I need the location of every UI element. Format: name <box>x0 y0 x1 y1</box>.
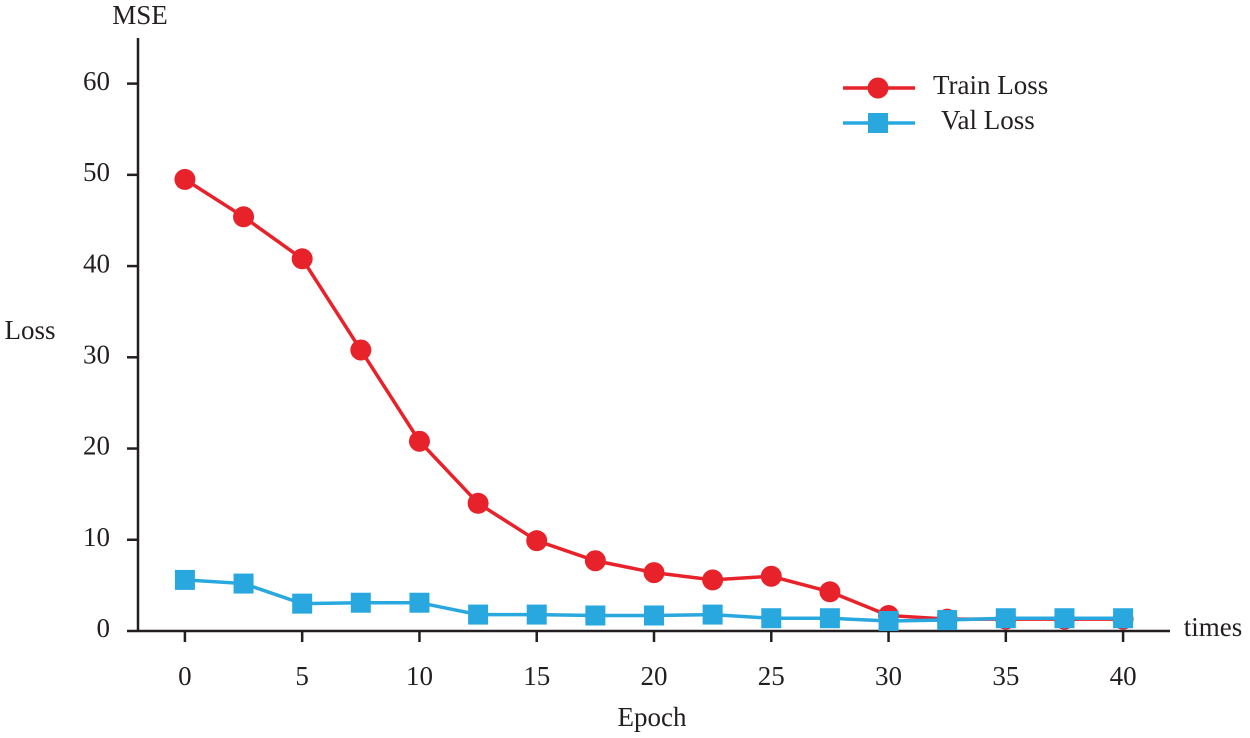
data-point <box>350 592 371 613</box>
data-point <box>584 550 606 572</box>
data-point <box>468 604 489 625</box>
x-tick-label: 5 <box>295 661 309 691</box>
x-tick-label: 20 <box>641 661 668 691</box>
y-tick-label: 20 <box>83 431 110 461</box>
data-point <box>1113 608 1134 629</box>
data-point <box>819 608 840 629</box>
data-point <box>526 604 547 625</box>
data-point <box>878 610 899 631</box>
x-tick-label: 15 <box>523 661 550 691</box>
data-point <box>702 604 723 625</box>
data-point <box>995 608 1016 629</box>
x-tick-label: 25 <box>758 661 785 691</box>
data-point <box>292 593 313 614</box>
data-point <box>526 530 548 552</box>
data-point <box>760 565 782 587</box>
legend-marker <box>867 77 889 99</box>
data-point <box>819 581 841 603</box>
data-point <box>233 573 254 594</box>
data-point <box>408 430 430 452</box>
x-tick-label: 10 <box>406 661 433 691</box>
x-tick-label: 0 <box>178 661 192 691</box>
y-axis-label: Loss <box>4 315 55 345</box>
y-tick-label: 50 <box>83 157 110 187</box>
x-tick-label: 35 <box>992 661 1019 691</box>
x-axis-label: Epoch <box>618 702 687 732</box>
legend-label: Val Loss <box>941 105 1035 135</box>
legend-label: Train Loss <box>933 70 1048 100</box>
series-line <box>183 177 1124 621</box>
y-tick-label: 10 <box>83 522 110 552</box>
x-tick-label: 30 <box>875 661 902 691</box>
y-tick-label: 40 <box>83 248 110 278</box>
data-point <box>467 492 489 514</box>
data-point <box>233 206 255 228</box>
x-unit-label: times <box>1184 612 1243 642</box>
data-point <box>1054 608 1075 629</box>
data-point <box>350 339 372 361</box>
y-tick-label: 60 <box>83 66 110 96</box>
data-point <box>174 569 195 590</box>
data-point <box>937 610 958 631</box>
data-point <box>761 608 782 629</box>
x-tick-label: 40 <box>1110 661 1137 691</box>
data-point <box>643 562 665 584</box>
data-point <box>585 605 606 626</box>
data-point <box>702 569 724 591</box>
legend-marker <box>868 113 888 133</box>
data-point <box>174 168 196 190</box>
data-point <box>644 605 664 626</box>
y-unit-label: MSE <box>112 0 168 30</box>
y-tick-label: 0 <box>97 613 111 643</box>
y-tick-label: 30 <box>83 340 110 370</box>
data-point <box>409 592 430 613</box>
data-point <box>291 248 313 270</box>
